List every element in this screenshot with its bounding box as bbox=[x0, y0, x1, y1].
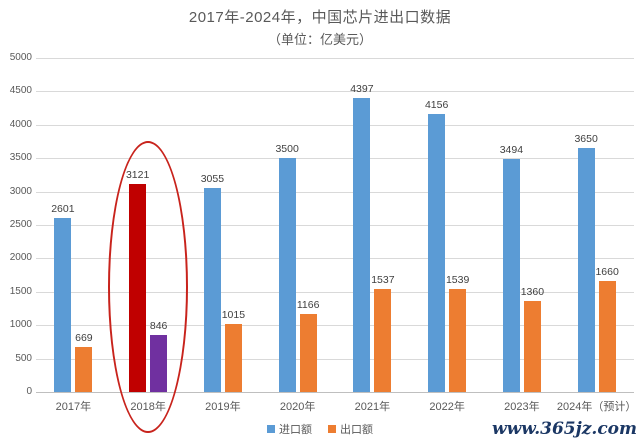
bar-出口额-2022年 bbox=[449, 289, 467, 392]
legend-item-出口额: 出口额 bbox=[328, 421, 373, 437]
x-axis-category-label: 2021年 bbox=[354, 401, 391, 413]
y-axis-tick-label: 5000 bbox=[9, 52, 32, 63]
bar-value-label: 669 bbox=[75, 332, 93, 345]
legend-swatch-icon bbox=[267, 425, 275, 433]
bar-value-label: 1539 bbox=[445, 274, 470, 287]
bar-进口额-2018年 bbox=[129, 183, 147, 392]
gridline bbox=[36, 258, 634, 260]
y-axis-tick-label: 3000 bbox=[9, 185, 32, 197]
bar-出口额-2021年 bbox=[374, 289, 392, 392]
bar-value-label: 3650 bbox=[574, 133, 598, 146]
x-axis-category-label: 2023年 bbox=[504, 401, 540, 413]
bar-进口额-2020年 bbox=[278, 158, 296, 392]
y-axis-tick-label: 1000 bbox=[9, 319, 32, 331]
gridline bbox=[36, 91, 634, 93]
bar-出口额-2017年 bbox=[75, 347, 93, 392]
bar-出口额-2018年 bbox=[150, 335, 168, 392]
y-axis-tick-label: 3500 bbox=[9, 152, 32, 164]
y-axis-tick-label: 1500 bbox=[9, 285, 32, 297]
gridline bbox=[36, 58, 634, 59]
bar-value-label: 1166 bbox=[296, 299, 320, 312]
bar-value-label: 846 bbox=[149, 320, 168, 333]
legend: 进口额 出口额 bbox=[0, 421, 640, 437]
x-axis-category-label: 2017年 bbox=[55, 401, 92, 413]
gridline bbox=[36, 291, 634, 293]
legend-item-进口额: 进口额 bbox=[267, 421, 312, 437]
bar-出口额-2023年 bbox=[523, 301, 541, 392]
highlight-ellipse-annotation bbox=[108, 141, 188, 433]
x-axis-category-label: 2019年 bbox=[205, 401, 241, 413]
legend-label: 出口额 bbox=[340, 424, 373, 436]
gridline bbox=[36, 358, 634, 360]
bar-value-label: 3121 bbox=[125, 168, 150, 181]
bar-value-label: 3055 bbox=[200, 172, 225, 185]
bar-进口额-2021年 bbox=[353, 98, 371, 392]
legend-label: 进口额 bbox=[279, 424, 312, 436]
bar-value-label: 1360 bbox=[520, 286, 545, 299]
gridline bbox=[36, 124, 634, 126]
y-axis-tick-label: 2500 bbox=[9, 219, 32, 230]
bar-进口额-2024年（预计） bbox=[577, 148, 595, 392]
bar-value-label: 2601 bbox=[51, 203, 75, 216]
y-axis-tick-label: 4500 bbox=[9, 85, 32, 97]
gridline bbox=[36, 225, 634, 226]
bar-value-label: 4397 bbox=[350, 83, 374, 96]
y-axis-tick-label: 2000 bbox=[9, 252, 32, 264]
bar-value-label: 3494 bbox=[499, 143, 524, 156]
bar-进口额-2022年 bbox=[428, 114, 446, 392]
bar-value-label: 1015 bbox=[221, 309, 246, 322]
bar-进口额-2017年 bbox=[54, 218, 72, 392]
watermark: www.365jz.com bbox=[492, 419, 637, 439]
legend-swatch-icon bbox=[328, 425, 336, 433]
x-axis-category-label: 2018年 bbox=[130, 401, 166, 413]
chart-subtitle: （单位：亿美元） bbox=[267, 32, 372, 47]
x-axis-line bbox=[36, 392, 634, 393]
bar-value-label: 1537 bbox=[371, 274, 395, 287]
bar-出口额-2020年 bbox=[299, 314, 317, 392]
bar-进口额-2019年 bbox=[203, 187, 221, 392]
x-axis-category-label: 2022年 bbox=[429, 401, 465, 413]
gridline bbox=[36, 191, 634, 193]
y-axis-tick-label: 4000 bbox=[9, 118, 32, 130]
bar-value-label: 3500 bbox=[275, 143, 299, 156]
bar-出口额-2019年 bbox=[224, 324, 242, 392]
gridline bbox=[36, 158, 634, 160]
x-axis-category-label: 2020年 bbox=[279, 401, 316, 413]
bar-value-label: 4156 bbox=[424, 99, 449, 112]
y-axis-tick-label: 0 bbox=[26, 386, 32, 397]
y-axis-tick-label: 500 bbox=[15, 352, 32, 364]
x-axis-category-label: 2024年（预计） bbox=[556, 401, 637, 413]
chart-title: 2017年-2024年，中国芯片进出口数据 bbox=[188, 9, 452, 26]
bar-value-label: 1660 bbox=[595, 266, 619, 279]
gridline bbox=[36, 325, 634, 327]
bar-进口额-2023年 bbox=[502, 158, 520, 392]
bar-出口额-2024年（预计） bbox=[598, 281, 616, 392]
